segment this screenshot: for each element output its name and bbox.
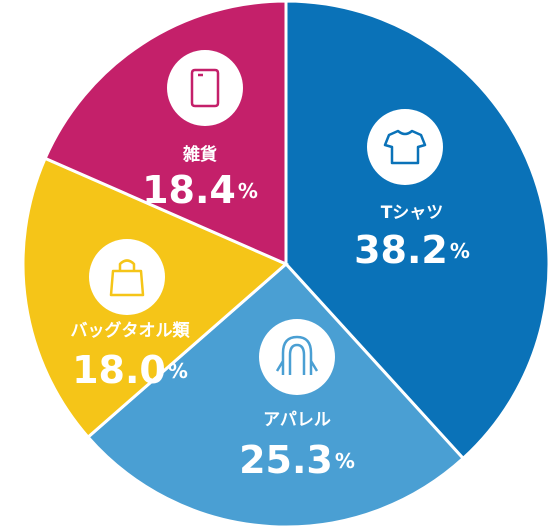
value-number: 38.2 <box>354 228 448 272</box>
icon-badge <box>259 319 335 395</box>
pie-slice <box>284 0 551 461</box>
icon <box>275 335 319 375</box>
value-number: 25.3 <box>239 438 333 482</box>
value-number: 18.0 <box>72 348 166 392</box>
value-number: 18.4 <box>142 168 236 212</box>
category-label: Tシャツ <box>381 203 444 223</box>
category-label: 雑貨 <box>182 144 217 165</box>
value-unit: % <box>335 449 355 473</box>
icon-badge <box>89 239 165 315</box>
category-label: アパレル <box>263 410 331 430</box>
icon <box>109 259 145 297</box>
icon-badge <box>167 50 243 126</box>
category-label: バッグタオル類 <box>71 320 191 341</box>
icon-badge <box>367 109 443 185</box>
value-unit: % <box>450 239 470 263</box>
value-label: 25.3% <box>239 438 355 482</box>
value-label: 18.4% <box>142 168 258 212</box>
value-label: 38.2% <box>354 228 470 272</box>
value-label: 18.0% <box>72 348 188 392</box>
pie-slice <box>85 261 466 528</box>
icon <box>190 68 220 108</box>
value-unit: % <box>168 359 188 383</box>
value-unit: % <box>238 179 258 203</box>
icon <box>383 129 427 165</box>
